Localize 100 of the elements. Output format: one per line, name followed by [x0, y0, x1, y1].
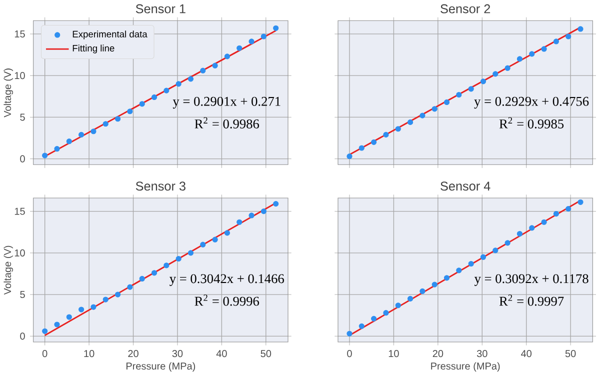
annotation: y = 0.2901x + 0.271 — [172, 96, 280, 109]
point — [200, 242, 206, 248]
point — [358, 323, 364, 329]
point — [102, 121, 108, 127]
annotation: y = 0.3042x + 0.1466 — [170, 274, 284, 286]
x-tick-label: 0 — [42, 350, 48, 358]
y-tick-label: 5 — [20, 291, 25, 298]
point — [54, 322, 60, 328]
point — [188, 250, 194, 256]
point — [78, 306, 84, 312]
legend-label: Fitting line — [72, 44, 114, 54]
point — [212, 62, 218, 68]
y-tick-label: 15 — [14, 208, 25, 215]
point — [516, 56, 523, 62]
point — [164, 88, 170, 94]
point — [260, 34, 266, 40]
point — [248, 38, 254, 44]
point — [420, 288, 426, 294]
y-tick-label: 5 — [20, 114, 25, 121]
point — [516, 230, 523, 237]
point — [420, 112, 426, 118]
point — [224, 230, 230, 236]
point — [371, 316, 377, 322]
point — [176, 81, 182, 87]
y-tick-label: 0 — [20, 332, 25, 340]
point — [78, 132, 84, 138]
point — [54, 146, 60, 152]
point — [42, 152, 48, 158]
y-tick-label: 10 — [14, 72, 25, 80]
point — [432, 282, 438, 288]
point — [200, 68, 206, 74]
y-tick-label: 15 — [14, 30, 25, 38]
point — [273, 201, 279, 207]
point — [127, 284, 133, 290]
point — [212, 236, 218, 242]
point — [176, 256, 182, 262]
point — [383, 132, 389, 138]
point — [395, 302, 401, 308]
point — [529, 51, 535, 57]
annotation: R$^{2}$ = 0.9997 — [499, 294, 564, 306]
point — [480, 78, 486, 84]
point — [566, 206, 572, 212]
point — [541, 219, 547, 225]
point — [188, 76, 194, 82]
point — [127, 108, 133, 114]
point — [90, 128, 96, 134]
point — [383, 310, 389, 316]
point — [371, 139, 377, 145]
x-tick-label: 40 — [216, 350, 227, 358]
point — [224, 54, 230, 60]
x-tick-label: 20 — [128, 350, 138, 358]
point — [504, 240, 510, 246]
x-tick-label: 50 — [565, 350, 576, 358]
point — [432, 106, 438, 112]
point — [456, 92, 462, 98]
point — [260, 208, 266, 214]
point — [529, 225, 535, 231]
point — [492, 248, 498, 254]
y-tick-label: 10 — [14, 249, 25, 256]
x-tick-label: 20 — [432, 350, 444, 358]
point — [492, 71, 498, 77]
point — [273, 25, 279, 31]
point — [151, 94, 158, 100]
annotation: R$^{2}$ = 0.9986 — [194, 117, 260, 128]
point — [541, 46, 547, 52]
chart-title: Sensor 3 — [136, 182, 186, 191]
point — [553, 211, 559, 217]
point — [468, 260, 474, 267]
point — [139, 101, 145, 107]
x-axis-title: Pressure (MPa) — [431, 362, 500, 372]
point — [42, 328, 48, 334]
point — [578, 26, 584, 32]
point — [236, 45, 242, 51]
x-tick-label: 30 — [476, 350, 488, 358]
annotation: R$^{2}$ = 0.9996 — [194, 294, 260, 306]
point — [66, 138, 72, 144]
x-tick-label: 30 — [172, 350, 183, 358]
point — [114, 116, 121, 122]
point — [444, 275, 450, 281]
point — [66, 314, 72, 320]
chart-title: Sensor 1 — [136, 4, 186, 14]
point — [346, 330, 352, 336]
point — [114, 292, 121, 298]
point — [553, 38, 559, 44]
annotation: R$^{2}$ = 0.9985 — [499, 117, 564, 128]
point — [395, 126, 401, 132]
x-tick-label: 50 — [260, 350, 272, 358]
point — [468, 86, 474, 92]
annotation: y = 0.2929x + 0.4756 — [474, 96, 589, 109]
x-tick-label: 10 — [84, 350, 94, 358]
y-tick-label: 0 — [20, 155, 25, 162]
annotation: y = 0.3092x + 0.1178 — [474, 274, 588, 286]
point — [456, 268, 462, 274]
point — [90, 304, 96, 310]
point — [444, 99, 450, 106]
y-axis-title: Voltage (V) — [4, 246, 14, 295]
point — [248, 212, 254, 218]
x-tick-label: 0 — [347, 350, 352, 358]
legend-label: Experimental data — [72, 30, 148, 40]
point — [480, 254, 486, 260]
